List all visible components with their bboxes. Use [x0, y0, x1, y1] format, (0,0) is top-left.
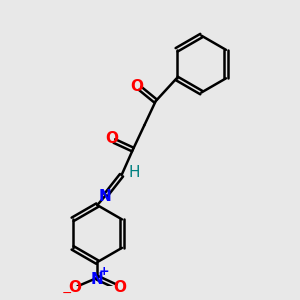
Text: H: H [129, 165, 140, 180]
Text: −: − [62, 287, 73, 300]
Text: O: O [114, 280, 127, 295]
Text: O: O [105, 131, 118, 146]
Text: O: O [68, 280, 81, 295]
Text: N: N [99, 189, 112, 204]
Text: N: N [91, 272, 104, 287]
Text: O: O [131, 80, 144, 94]
Text: +: + [99, 265, 110, 278]
